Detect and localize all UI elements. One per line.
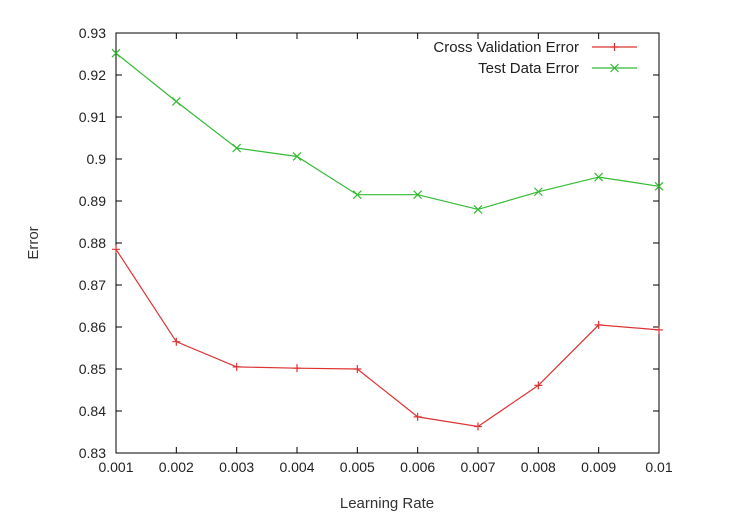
x-tick-label: 0.004 bbox=[279, 459, 314, 475]
cross-marker bbox=[171, 97, 181, 106]
legend-label: Cross Validation Error bbox=[433, 39, 579, 56]
x-tick-label: 0.002 bbox=[159, 459, 194, 475]
y-tick-label: 0.9 bbox=[87, 151, 107, 167]
plus-marker bbox=[655, 325, 663, 334]
y-tick-label: 0.83 bbox=[79, 445, 106, 461]
y-tick-label: 0.92 bbox=[79, 67, 106, 83]
x-tick-label: 0.007 bbox=[460, 459, 495, 475]
plus-marker bbox=[353, 365, 362, 373]
plus-marker bbox=[474, 422, 482, 431]
plus-marker bbox=[594, 320, 603, 329]
series-line bbox=[115, 52, 660, 211]
plus-marker bbox=[293, 364, 301, 373]
y-tick-label: 0.87 bbox=[79, 277, 106, 293]
y-tick-label: 0.93 bbox=[79, 25, 106, 41]
x-tick-label: 0.001 bbox=[98, 459, 133, 475]
plus-marker bbox=[534, 381, 543, 390]
cross-marker bbox=[111, 48, 121, 58]
y-tick-label: 0.91 bbox=[79, 109, 106, 125]
cross-marker bbox=[654, 181, 664, 191]
x-axis: 0.001 0.002 0.003 0.004 0.005 0.006 0.007 0.008… bbox=[98, 33, 673, 475]
x-tick-label: 0.009 bbox=[581, 459, 616, 475]
cross-marker bbox=[352, 190, 362, 200]
legend-label: Test Data Error bbox=[478, 60, 579, 77]
cross-marker bbox=[594, 172, 604, 182]
y-tick-label: 0.85 bbox=[79, 361, 106, 377]
series-layer bbox=[111, 48, 664, 431]
cross-marker bbox=[610, 63, 619, 73]
x-tick-label: 0.005 bbox=[340, 459, 375, 475]
series-line bbox=[115, 248, 660, 428]
y-axis-label: Error bbox=[25, 226, 42, 259]
y-tick-label: 0.84 bbox=[79, 403, 106, 419]
plus-marker bbox=[610, 43, 619, 51]
x-tick-label: 0.008 bbox=[521, 459, 556, 475]
y-tick-label: 0.88 bbox=[79, 235, 106, 251]
cross-marker bbox=[533, 187, 543, 197]
plus-marker bbox=[112, 245, 120, 254]
plus-marker bbox=[232, 362, 241, 371]
plus-marker bbox=[172, 337, 181, 346]
legend: Cross Validation Error Test Data Error bbox=[433, 39, 637, 77]
y-tick-label: 0.89 bbox=[79, 193, 106, 209]
series-1 bbox=[112, 245, 663, 431]
y-axis: 0.83 0.84 0.85 0.86 0.87 0.88 0.89 0.9 0.91 0.92 0… bbox=[79, 25, 659, 461]
cross-marker bbox=[473, 204, 483, 214]
x-tick-label: 0.006 bbox=[400, 459, 435, 475]
x-tick-label: 0.01 bbox=[645, 459, 672, 475]
y-tick-label: 0.86 bbox=[79, 319, 106, 335]
x-tick-label: 0.003 bbox=[219, 459, 254, 475]
cross-marker bbox=[292, 152, 302, 161]
plot-frame bbox=[115, 32, 660, 454]
cross-marker bbox=[232, 143, 242, 153]
series-2 bbox=[111, 48, 664, 214]
cross-marker bbox=[413, 190, 423, 200]
x-axis-label: Learning Rate bbox=[340, 495, 434, 512]
plus-marker bbox=[413, 412, 422, 421]
